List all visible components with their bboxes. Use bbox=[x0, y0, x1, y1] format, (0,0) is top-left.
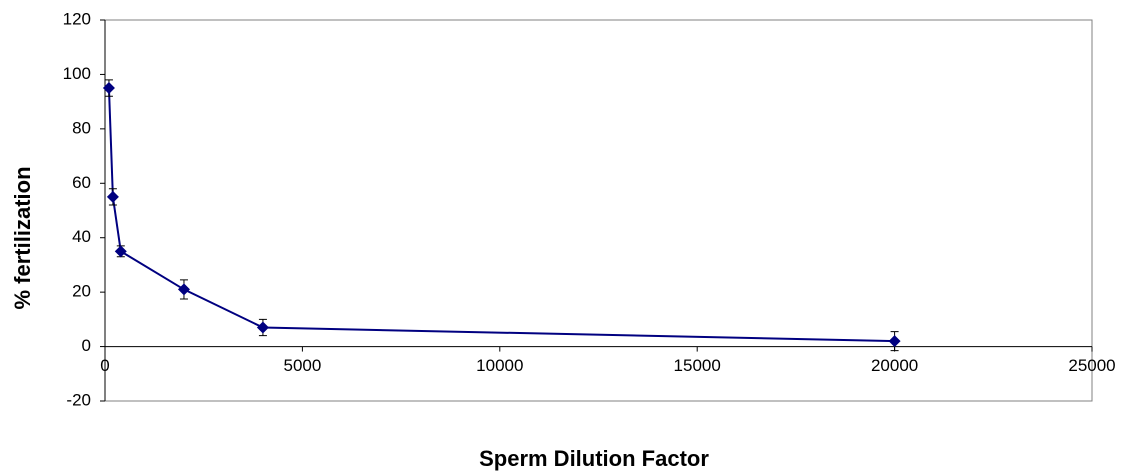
x-tick-label: 25000 bbox=[1068, 356, 1115, 375]
y-tick-label: -20 bbox=[66, 390, 91, 409]
y-tick-label: 120 bbox=[63, 9, 91, 28]
y-tick-label: 20 bbox=[72, 282, 91, 301]
marker bbox=[114, 245, 127, 258]
marker bbox=[106, 190, 119, 203]
x-tick-label: 0 bbox=[100, 356, 109, 375]
y-tick-label: 60 bbox=[72, 173, 91, 192]
x-tick-label: 5000 bbox=[283, 356, 321, 375]
y-tick-label: 80 bbox=[72, 118, 91, 137]
y-axis-label: % fertilization bbox=[10, 166, 35, 309]
y-tick-label: 100 bbox=[63, 64, 91, 83]
marker bbox=[177, 283, 190, 296]
x-tick-label: 10000 bbox=[476, 356, 523, 375]
y-tick-label: 40 bbox=[72, 227, 91, 246]
series-line bbox=[107, 87, 895, 343]
x-axis-label: Sperm Dilution Factor bbox=[479, 446, 709, 471]
marker bbox=[102, 82, 115, 95]
y-tick-label: 0 bbox=[82, 336, 91, 355]
x-tick-label: 15000 bbox=[674, 356, 721, 375]
marker bbox=[888, 335, 901, 348]
x-tick-label: 20000 bbox=[871, 356, 918, 375]
marker bbox=[256, 321, 269, 334]
plot-area bbox=[104, 19, 1093, 402]
